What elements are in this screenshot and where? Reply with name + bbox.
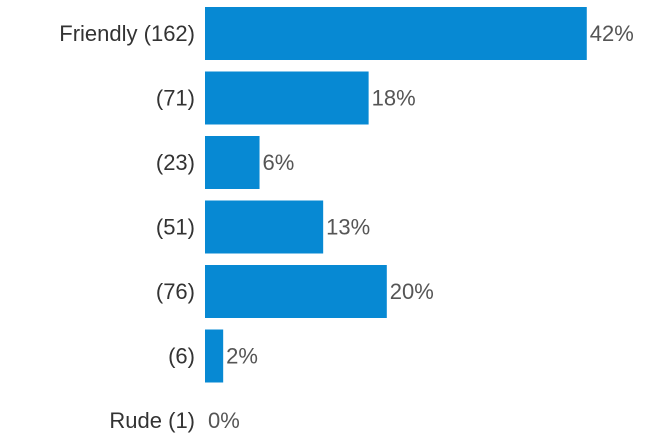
value-label: 20% <box>390 279 434 304</box>
category-labels: Friendly (162) (71) (23) (51) (76) (6) Rude (1… <box>59 21 195 433</box>
category-label: Rude (1) <box>109 408 195 433</box>
bar <box>205 265 387 318</box>
category-label: (23) <box>156 150 195 175</box>
bar <box>205 329 224 383</box>
category-label: (76) <box>156 279 195 304</box>
bar <box>205 71 369 125</box>
value-label: 0% <box>208 408 240 433</box>
value-label: 2% <box>226 344 258 369</box>
bar <box>205 136 260 189</box>
value-label: 18% <box>372 86 416 111</box>
category-label: Friendly (162) <box>59 21 195 46</box>
category-label: (6) <box>168 344 195 369</box>
value-label: 6% <box>263 150 295 175</box>
category-label: (71) <box>156 86 195 111</box>
bar <box>205 200 324 254</box>
bar <box>205 7 587 60</box>
value-label: 13% <box>326 215 370 240</box>
bars-group <box>205 7 587 383</box>
value-label: 42% <box>590 21 634 46</box>
category-label: (51) <box>156 215 195 240</box>
value-labels: 42% 18% 6% 13% 20% 2% 0% <box>208 21 634 433</box>
